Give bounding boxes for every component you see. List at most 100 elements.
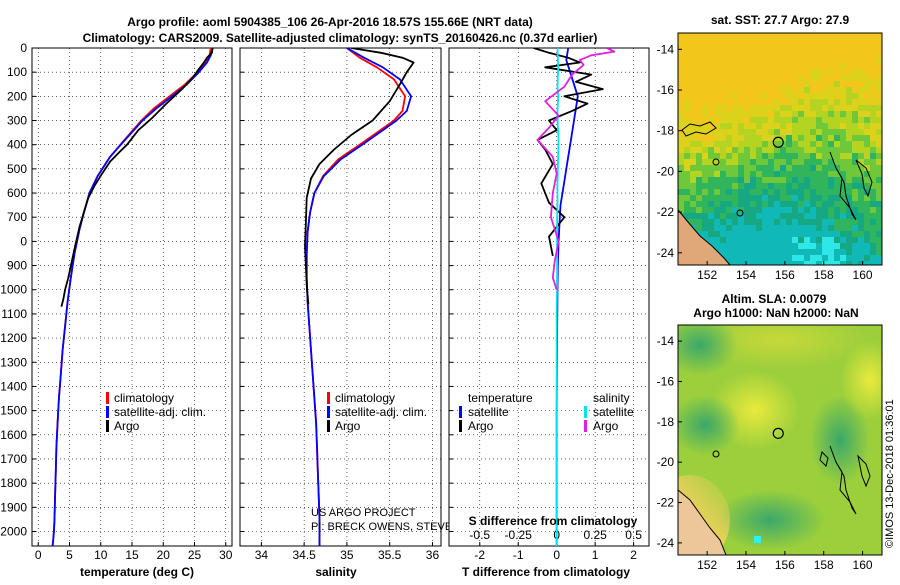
legend-swatch-climatology xyxy=(327,392,330,404)
sst-cell xyxy=(762,117,768,123)
sst-longitude-ticks: 152 154 156 158 160 xyxy=(697,261,873,282)
sst-cell xyxy=(744,45,750,51)
sst-cell xyxy=(732,231,738,237)
t-difference-tick-labels: -2 -1 0 1 2 xyxy=(474,548,637,562)
sst-cell xyxy=(816,153,822,159)
sst-cell xyxy=(768,147,774,153)
sst-cell xyxy=(846,69,852,75)
sst-cell xyxy=(774,249,780,255)
sst-cell xyxy=(720,63,726,69)
series-salinity-argo xyxy=(536,48,616,290)
sst-cell xyxy=(828,81,834,87)
sst-cell xyxy=(774,111,780,117)
sst-cell xyxy=(834,237,840,243)
sst-cell xyxy=(816,33,822,39)
y-tick-label: 200 xyxy=(7,89,27,103)
sst-cell xyxy=(762,255,768,261)
sst-cell xyxy=(810,81,816,87)
sst-cell xyxy=(750,213,756,219)
sst-cell xyxy=(852,39,858,45)
sst-cell xyxy=(696,195,702,201)
map-x-tick-label: 158 xyxy=(814,268,834,282)
sst-cell xyxy=(816,123,822,129)
sst-cell xyxy=(840,201,846,207)
sst-cell xyxy=(864,225,870,231)
sst-cell xyxy=(714,69,720,75)
sst-cell xyxy=(744,147,750,153)
sst-cell xyxy=(702,207,708,213)
sst-cell xyxy=(720,237,726,243)
map-y-tick-label: -16 xyxy=(657,83,675,97)
sst-cell xyxy=(804,213,810,219)
sst-cell xyxy=(786,99,792,105)
sst-cell xyxy=(744,195,750,201)
sst-cell xyxy=(678,105,684,111)
sst-cell xyxy=(822,249,828,255)
legend-label-t-argo: Argo xyxy=(468,419,494,433)
sst-cell xyxy=(732,207,738,213)
sst-cell xyxy=(798,213,804,219)
sst-cell xyxy=(726,141,732,147)
sst-cell xyxy=(690,171,696,177)
sst-cell xyxy=(822,147,828,153)
sst-cell xyxy=(804,195,810,201)
sst-cell xyxy=(780,249,786,255)
sla-map-subtitle: Argo h1000: NaN h2000: NaN xyxy=(693,306,858,320)
sst-cell xyxy=(828,165,834,171)
sst-cell xyxy=(792,123,798,129)
sst-cell xyxy=(768,93,774,99)
temperature-tick-labels: 0 5 10 15 20 25 30 xyxy=(35,548,233,562)
sst-cell xyxy=(750,219,756,225)
sst-cell xyxy=(810,195,816,201)
sst-cell xyxy=(708,189,714,195)
sst-cell xyxy=(738,153,744,159)
sst-cell xyxy=(798,225,804,231)
sst-cell xyxy=(708,213,714,219)
sst-cell xyxy=(804,147,810,153)
sst-cell xyxy=(870,177,876,183)
sst-cell xyxy=(876,39,882,45)
sst-cell xyxy=(852,135,858,141)
sst-cell xyxy=(810,105,816,111)
sst-cell xyxy=(792,81,798,87)
sla-low-region xyxy=(678,325,738,375)
sst-cell xyxy=(786,213,792,219)
sst-cell xyxy=(834,105,840,111)
sst-cell xyxy=(810,171,816,177)
sst-cell xyxy=(750,147,756,153)
map-y-tick-label: -18 xyxy=(657,124,675,138)
sst-cell xyxy=(864,171,870,177)
sst-cell xyxy=(780,75,786,81)
sst-cell xyxy=(768,237,774,243)
sst-cell xyxy=(780,261,786,265)
sst-cell xyxy=(702,195,708,201)
sst-cell xyxy=(804,75,810,81)
sst-latitude-ticks: -14 -16 -18 -20 -22 -24 xyxy=(657,42,682,260)
sst-cell xyxy=(732,183,738,189)
sst-cell xyxy=(678,39,684,45)
sst-cell xyxy=(750,123,756,129)
sst-cell xyxy=(840,171,846,177)
sst-cell xyxy=(702,123,708,129)
sst-cell xyxy=(876,87,882,93)
sst-cell xyxy=(846,93,852,99)
sst-cell xyxy=(762,123,768,129)
sst-cell xyxy=(852,87,858,93)
sst-cell xyxy=(804,99,810,105)
sst-cell xyxy=(696,189,702,195)
sst-cell xyxy=(798,39,804,45)
sst-cell xyxy=(876,63,882,69)
sst-cell xyxy=(780,189,786,195)
sst-cell xyxy=(816,105,822,111)
sst-cell xyxy=(696,105,702,111)
sst-cell xyxy=(744,255,750,261)
salinity-axis-label: salinity xyxy=(315,565,357,579)
sst-cell xyxy=(732,117,738,123)
x-tick-label: 34 xyxy=(255,548,269,562)
sst-cell xyxy=(780,207,786,213)
sst-cell xyxy=(870,69,876,75)
sst-cell xyxy=(828,207,834,213)
sst-cell xyxy=(864,231,870,237)
sst-cell xyxy=(864,99,870,105)
sla-longitude-ticks: 152 154 156 158 160 xyxy=(697,551,873,572)
